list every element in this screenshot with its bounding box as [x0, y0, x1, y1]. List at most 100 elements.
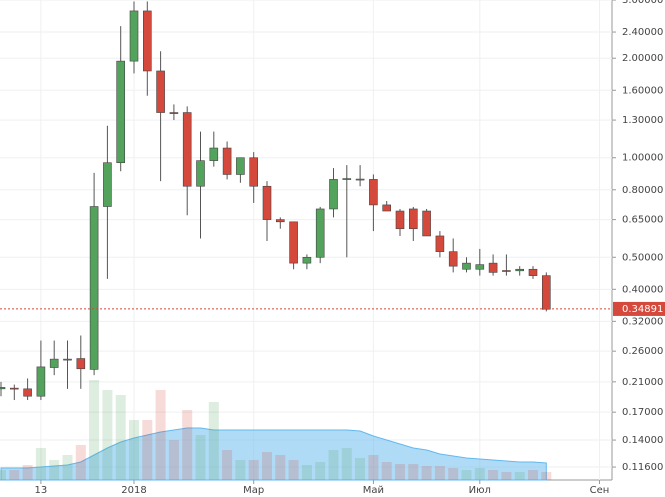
x-tick-label: Сен: [590, 485, 610, 496]
candle-body: [515, 268, 525, 272]
candle-body: [23, 388, 32, 397]
volume-bar: [0, 470, 6, 480]
volume-bar: [368, 455, 379, 480]
candle-body: [262, 185, 272, 220]
volume-bar: [75, 445, 86, 480]
y-tick-label: 3.00000: [622, 0, 663, 6]
x-tick-label: 13: [35, 485, 48, 496]
volume-bar: [288, 460, 299, 480]
candle-body: [196, 160, 205, 187]
x-tick-label: Май: [363, 485, 384, 496]
volume-bar: [461, 470, 472, 480]
candle-body: [289, 221, 298, 264]
candle-body: [156, 70, 165, 113]
y-tick-label: 0.17000: [622, 407, 663, 418]
y-tick-label: 0.65000: [622, 215, 663, 226]
grid: [0, 0, 612, 480]
candle-body: [36, 366, 46, 397]
volume-bar: [541, 472, 552, 480]
y-tick-label: 0.32000: [622, 316, 663, 327]
candle-body: [302, 256, 312, 264]
volume-bar: [235, 460, 246, 480]
volume-bar: [182, 410, 193, 480]
volume-bar: [35, 448, 46, 480]
candle-body: [462, 262, 471, 270]
candle-body: [342, 178, 352, 180]
volume-ma-area: [0, 427, 547, 481]
y-tick-label: 0.80000: [622, 185, 663, 196]
candle-body: [76, 358, 86, 370]
candle-body: [528, 268, 538, 276]
volume-bar: [22, 465, 33, 480]
y-tick-label: 0.14000: [622, 435, 663, 446]
volume-bar: [315, 462, 326, 480]
y-tick-label: 2.40000: [622, 27, 663, 38]
candle-body: [488, 262, 498, 273]
volume-bar: [514, 472, 525, 480]
candle-body: [502, 270, 511, 272]
volume-bar: [155, 390, 166, 480]
volume-bar: [474, 468, 485, 480]
candle-body: [475, 264, 485, 270]
candle-body: [143, 10, 152, 72]
candle-body: [315, 208, 325, 258]
volume-bar: [355, 458, 366, 480]
y-tick-label: 1.60000: [622, 85, 663, 96]
candle-body: [369, 179, 378, 206]
candle-body: [129, 10, 139, 62]
candle-body: [182, 112, 192, 187]
volume-bar: [421, 466, 432, 480]
candle-body: [422, 210, 431, 237]
volume-bar: [248, 460, 259, 480]
current-price-label: 0.34891: [622, 304, 663, 315]
candle-body: [116, 60, 125, 164]
candle-body: [249, 157, 258, 187]
volume-bar: [448, 468, 459, 480]
volume-bar: [501, 472, 512, 480]
volume-bar: [142, 420, 153, 480]
volume-bar: [195, 435, 206, 480]
candle-body: [275, 219, 285, 223]
candle-body: [49, 358, 59, 368]
candle-body: [63, 358, 72, 361]
volume-bar: [395, 464, 405, 480]
volume-bar: [434, 466, 445, 480]
volume-bar: [488, 470, 499, 480]
candle-body: [236, 157, 245, 175]
volume-bar: [62, 455, 73, 480]
y-tick-label: 0.26000: [622, 346, 663, 357]
current-price-box: [613, 301, 665, 316]
y-tick-label: 1.30000: [622, 115, 663, 126]
candle-body: [355, 178, 365, 181]
candle-body: [448, 251, 458, 267]
volume-bar: [275, 455, 286, 480]
volume-bar: [208, 402, 219, 480]
candle-body: [209, 147, 219, 161]
volume-bar: [115, 395, 126, 480]
x-tick-label: 2018: [121, 485, 146, 496]
candle-body: [329, 179, 338, 210]
volume-bar: [89, 380, 100, 480]
candle-body: [541, 275, 551, 310]
x-tick-label: Июл: [469, 485, 491, 496]
y-tick-label: 0.21000: [622, 377, 663, 388]
volume-bar: [328, 450, 339, 480]
volume-bar: [262, 452, 272, 480]
volume-bar: [49, 460, 60, 480]
candle-body: [382, 204, 392, 212]
y-tick-label: 1.00000: [622, 153, 663, 164]
candle-body: [169, 112, 179, 114]
candle-body: [395, 210, 405, 230]
x-tick-label: Мар: [243, 485, 264, 496]
candle-body: [222, 147, 232, 175]
volume-bar: [341, 448, 352, 480]
candle-layer: [0, 1, 551, 401]
y-tick-label: 2.00000: [622, 53, 663, 64]
volume-bar: [381, 462, 392, 480]
volume-layer: [0, 380, 552, 481]
candle-body: [408, 208, 418, 230]
volume-bar: [408, 464, 419, 480]
candle-body: [103, 162, 112, 207]
